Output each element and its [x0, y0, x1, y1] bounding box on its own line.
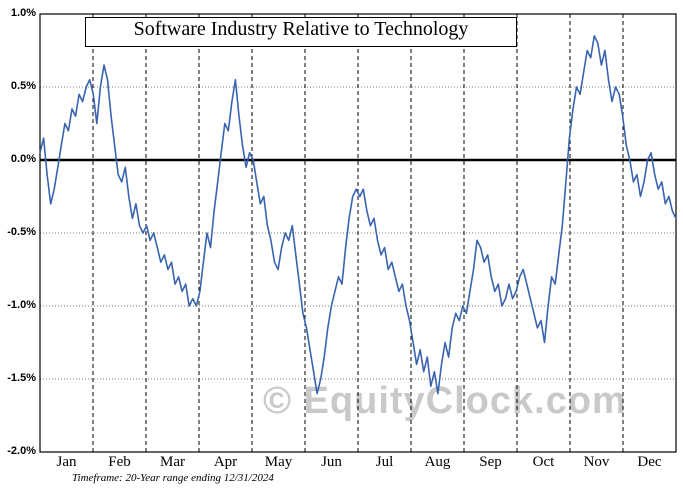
- x-tick-label: Feb: [108, 454, 131, 470]
- y-tick-label: 0.0%: [10, 153, 36, 165]
- x-tick-label: Jul: [375, 454, 394, 470]
- x-tick-label: Sep: [479, 454, 502, 470]
- x-tick-label: Jun: [321, 454, 342, 470]
- x-tick-label: Nov: [583, 454, 610, 470]
- x-tick-label: Apr: [213, 454, 238, 470]
- x-tick-label: Mar: [160, 454, 185, 470]
- x-tick-label: Jan: [56, 454, 77, 470]
- plot-border: [39, 13, 677, 453]
- y-tick-label: -0.5%: [7, 226, 36, 238]
- x-tick-label: Dec: [637, 454, 662, 470]
- y-tick-label: -1.5%: [7, 372, 36, 384]
- y-tick-label: -1.0%: [7, 299, 36, 311]
- y-tick-label: 0.5%: [10, 80, 36, 92]
- y-tick-label: -2.0%: [7, 445, 36, 457]
- seasonal-relative-line: [39, 35, 677, 395]
- chart-title: Software Industry Relative to Technology: [85, 17, 517, 47]
- equityclock-watermark-logo: © EquityClock.com: [263, 380, 627, 422]
- x-tick-label: May: [264, 454, 293, 470]
- x-tick-label: Oct: [532, 454, 555, 470]
- x-tick-label: Aug: [424, 454, 451, 470]
- timeframe-footnote: Timeframe: 20-Year range ending 12/31/20…: [72, 472, 274, 484]
- y-tick-label: 1.0%: [10, 7, 36, 19]
